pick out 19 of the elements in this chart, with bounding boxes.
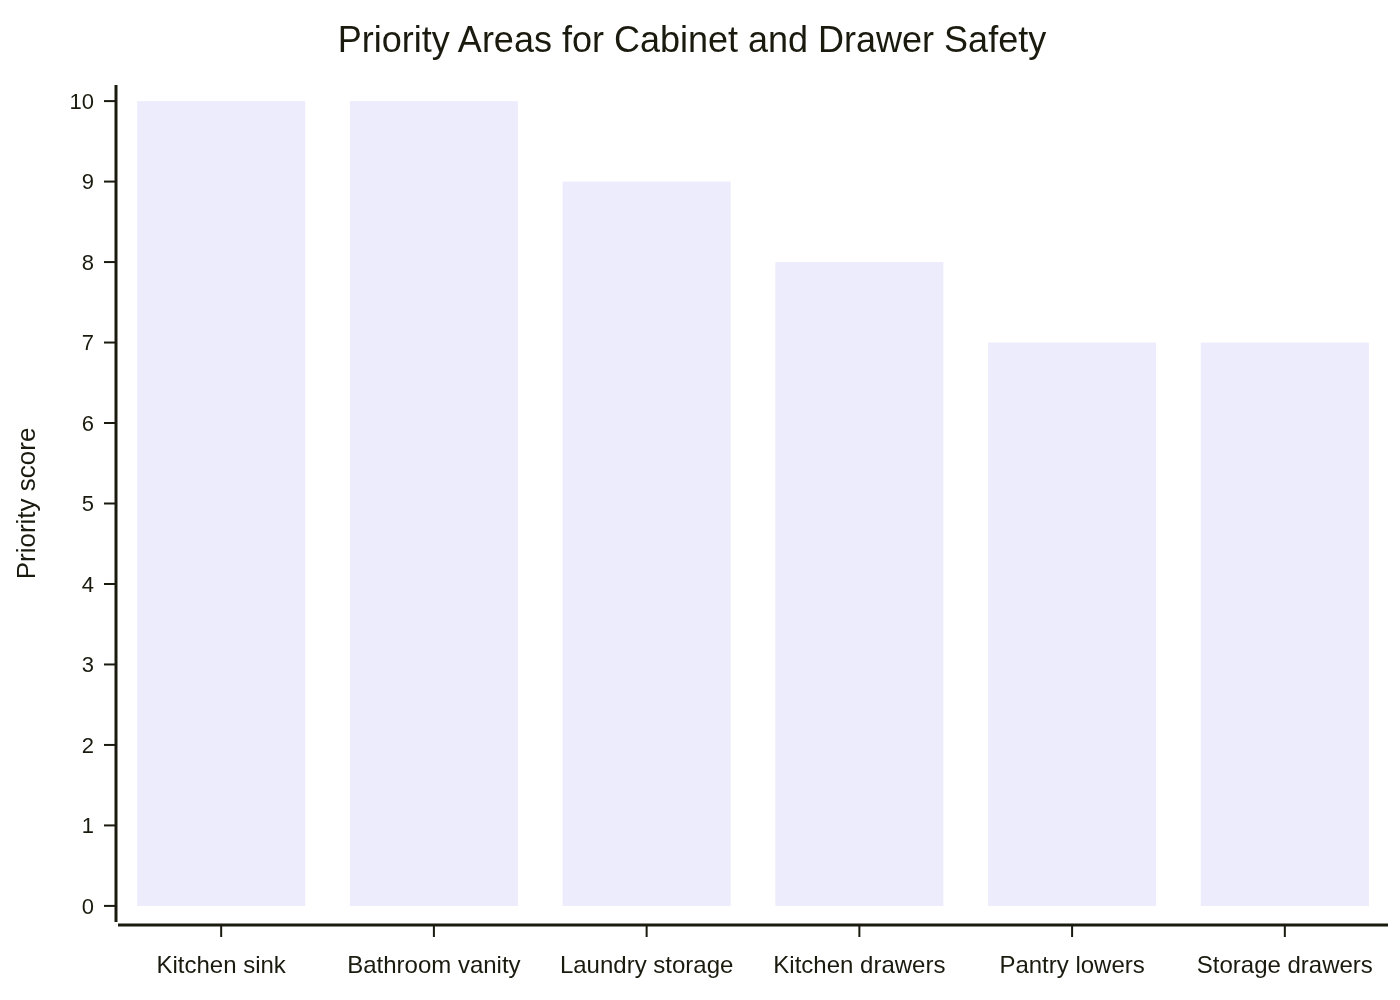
y-tick-label: 0 [81, 893, 94, 919]
y-tick-label: 10 [69, 88, 94, 114]
x-tick-label: Kitchen sink [156, 951, 287, 978]
y-tick-label: 9 [81, 169, 94, 195]
x-tick-label: Kitchen drawers [773, 951, 946, 978]
chart-title: Priority Areas for Cabinet and Drawer Safety [337, 19, 1047, 60]
y-tick-label: 8 [81, 249, 94, 275]
y-tick-label: 6 [81, 410, 94, 436]
y-tick-label: 7 [81, 330, 94, 356]
x-tick-label: Storage drawers [1196, 951, 1373, 978]
y-tick-label: 3 [81, 652, 94, 678]
x-tick-label: Pantry lowers [999, 951, 1145, 978]
y-axis-title: Priority score [11, 427, 41, 580]
x-tick-label: Laundry storage [559, 951, 734, 978]
y-tick-label: 2 [81, 732, 94, 758]
x-tick-label: Bathroom vanity [347, 951, 521, 978]
y-tick-label: 4 [81, 571, 94, 597]
y-tick-label: 5 [81, 491, 94, 517]
y-tick-label: 1 [81, 813, 94, 839]
